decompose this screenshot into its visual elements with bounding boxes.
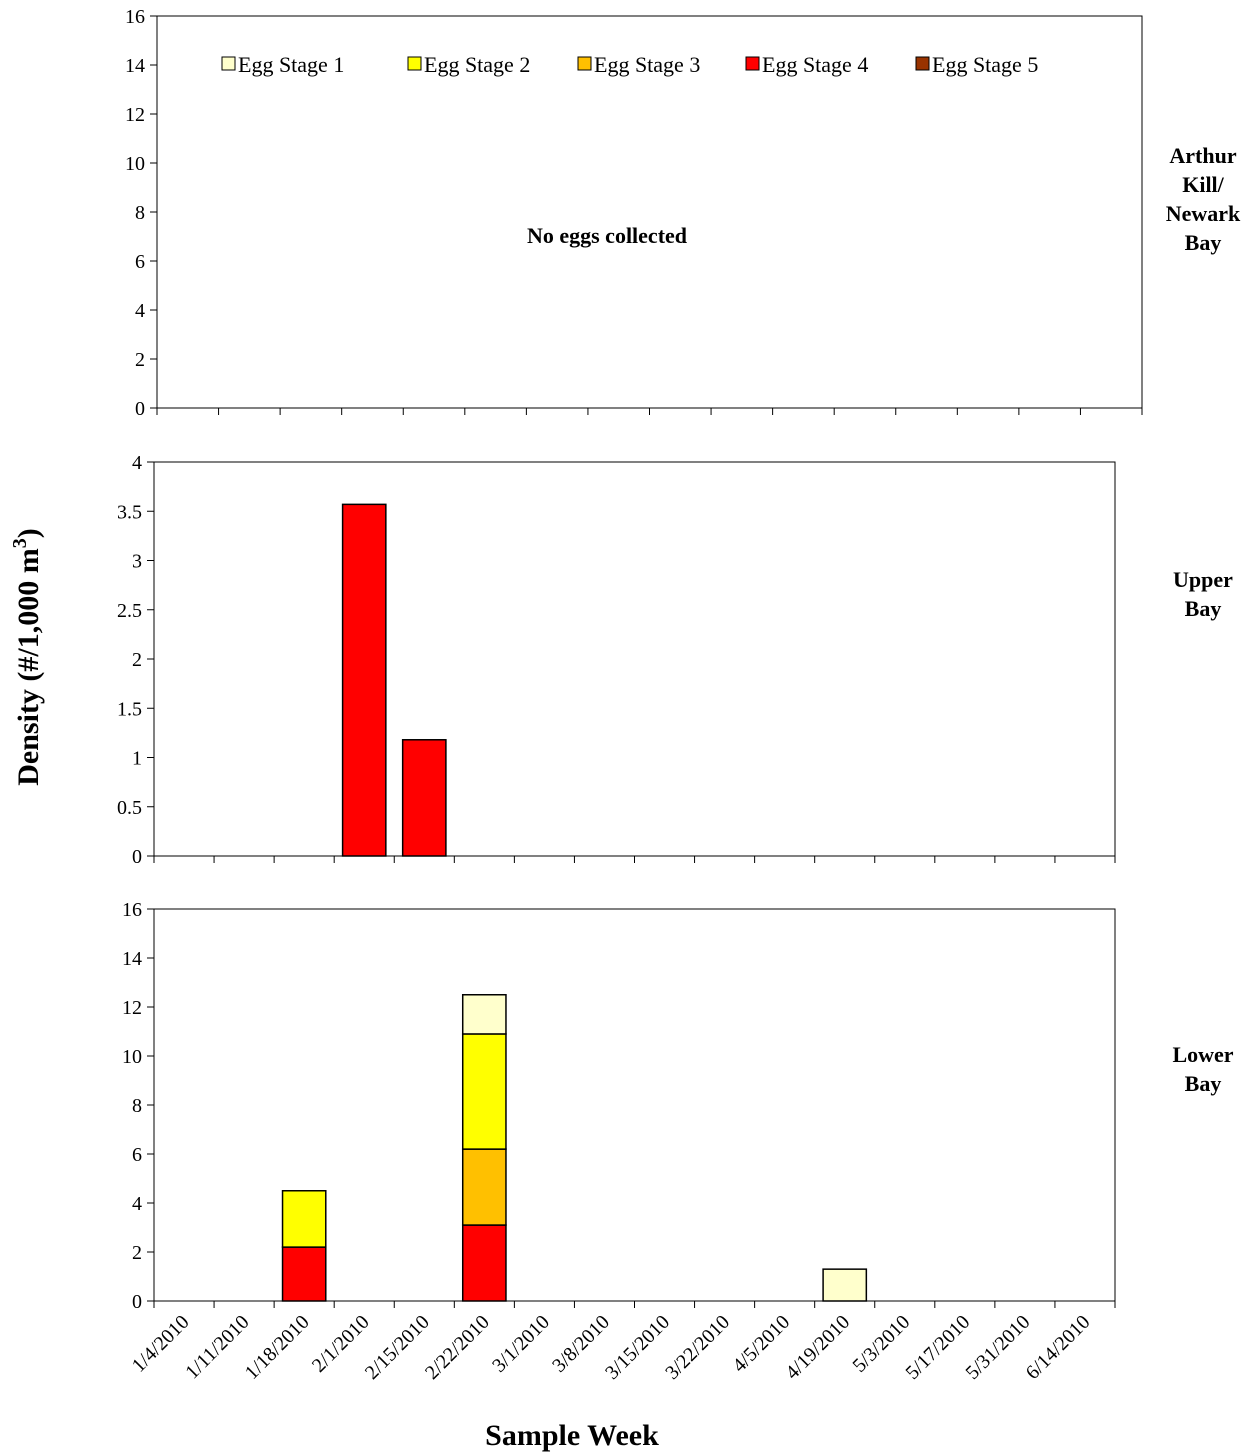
x-tick-label: 3/1/2010 — [488, 1311, 554, 1377]
x-tick-label: 1/18/2010 — [241, 1311, 314, 1384]
legend-label: Egg Stage 4 — [762, 52, 868, 77]
y-tick-label: 6 — [132, 1144, 142, 1166]
x-tick-label: 5/31/2010 — [962, 1311, 1035, 1384]
y-tick-label: 3 — [132, 551, 142, 573]
y-tick-label: 8 — [132, 1095, 142, 1117]
y-tick-label: 10 — [122, 1046, 142, 1068]
bar-segment — [461, 1224, 507, 1302]
x-tick-label: 3/15/2010 — [601, 1311, 674, 1384]
x-tick-label: 3/22/2010 — [661, 1311, 734, 1384]
legend-swatch — [915, 56, 930, 71]
y-tick-label: 12 — [125, 104, 145, 126]
y-tick-label: 12 — [122, 997, 142, 1019]
y-axis-title-main: Density (#/1,000 m — [12, 548, 45, 785]
legend-label: Egg Stage 1 — [238, 52, 344, 77]
no-data-annotation: No eggs collected — [527, 223, 687, 248]
legend-label: Egg Stage 3 — [594, 52, 700, 77]
legend-item: Egg Stage 4 — [745, 52, 868, 77]
bar-segment — [461, 1033, 507, 1150]
bar-segment — [341, 503, 387, 857]
x-tick-label: 2/15/2010 — [361, 1311, 434, 1384]
y-axis-title-superscript: 3 — [9, 538, 31, 548]
bar-segment — [822, 1268, 868, 1302]
y-tick-label: 14 — [125, 55, 145, 77]
x-tick-label: 5/17/2010 — [901, 1311, 974, 1384]
legend-label: Egg Stage 2 — [424, 52, 530, 77]
x-axis-title: Sample Week — [485, 1419, 659, 1452]
y-tick-label: 0 — [132, 1291, 142, 1313]
legend-swatch — [745, 56, 760, 71]
bar-segment — [281, 1246, 327, 1302]
y-tick-label: 10 — [125, 153, 145, 175]
legend-swatch — [577, 56, 592, 71]
legend-item: Egg Stage 5 — [915, 52, 1038, 77]
y-tick-label: 2 — [132, 1242, 142, 1264]
bar-segment — [461, 994, 507, 1035]
legend-swatch — [221, 56, 236, 71]
y-tick-label: 14 — [122, 948, 142, 970]
y-axis-title: Density (#/1,000 m3) — [9, 528, 45, 785]
y-tick-label: 16 — [125, 6, 145, 28]
y-tick-label: 16 — [122, 899, 142, 921]
legend-label: Egg Stage 5 — [932, 52, 1038, 77]
region-label: Upper Bay — [1173, 567, 1233, 621]
x-tick-label: 4/19/2010 — [781, 1311, 854, 1384]
x-tick-label: 1/11/2010 — [181, 1311, 253, 1383]
region-label: Lower Bay — [1172, 1042, 1233, 1096]
legend-item: Egg Stage 2 — [407, 52, 530, 77]
bar-segment — [461, 1148, 507, 1226]
y-tick-label: 2 — [132, 649, 142, 671]
y-tick-label: 0 — [135, 398, 145, 420]
y-tick-label: 2 — [135, 349, 145, 371]
y-tick-label: 0.5 — [117, 797, 142, 819]
chart-panel: 0 0.5 1 1.5 2 2.5 3 3.5 4 Upper Bay — [117, 452, 1233, 868]
legend-item: Egg Stage 1 — [221, 52, 344, 77]
x-tick-label: 2/22/2010 — [421, 1311, 494, 1384]
y-tick-label: 4 — [132, 1193, 142, 1215]
bar-segment — [401, 739, 447, 857]
y-tick-label: 1 — [132, 748, 142, 770]
chart-panel: 0 2 4 6 8 10 12 14 16 No eggs collected Arthur Kill… — [125, 6, 1241, 420]
legend-swatch — [407, 56, 422, 71]
y-tick-label: 3.5 — [117, 501, 142, 523]
y-tick-label: 2.5 — [117, 600, 142, 622]
y-tick-label: 8 — [135, 202, 145, 224]
x-tick-label: 6/14/2010 — [1022, 1311, 1095, 1384]
y-tick-label: 4 — [132, 452, 142, 474]
bar-segment — [281, 1190, 327, 1248]
y-tick-label: 1.5 — [117, 698, 142, 720]
plot-area-frame — [153, 461, 1116, 857]
y-tick-label: 4 — [135, 300, 145, 322]
region-label: Arthur Kill/Newark Bay — [1166, 143, 1241, 255]
legend-item: Egg Stage 3 — [577, 52, 700, 77]
y-tick-label: 0 — [132, 846, 142, 868]
legend: Egg Stage 1 Egg Stage 2 Egg Stage 3 Egg Sta… — [221, 52, 1038, 77]
y-tick-label: 6 — [135, 251, 145, 273]
y-axis-title-end: ) — [12, 528, 45, 538]
